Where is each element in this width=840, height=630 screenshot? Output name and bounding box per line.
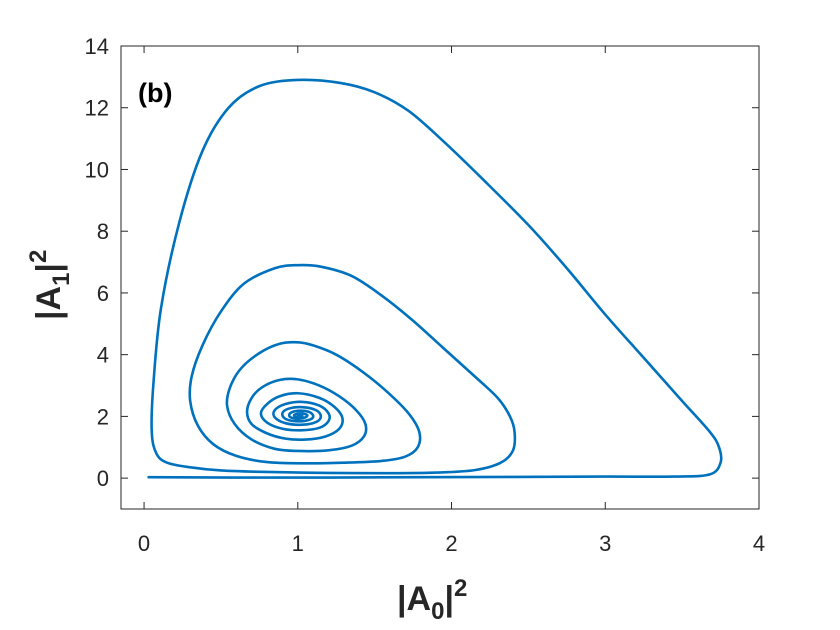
x-tick-label: 2 xyxy=(445,531,457,556)
x-tick-label: 0 xyxy=(138,531,150,556)
trajectory-line xyxy=(147,78,723,479)
y-axis-label: |A1|2 xyxy=(25,250,75,320)
panel-label: (b) xyxy=(138,78,172,108)
y-tick-label: 10 xyxy=(85,157,109,182)
axis-ticks xyxy=(121,45,760,509)
y-tick-label: 14 xyxy=(85,34,109,59)
plot-area-frame xyxy=(120,45,760,510)
x-tick-label: 3 xyxy=(599,531,611,556)
x-axis-label: |A0|2 xyxy=(397,575,467,625)
y-tick-label: 2 xyxy=(97,404,109,429)
x-tick-label: 4 xyxy=(753,531,765,556)
x-tick-label: 1 xyxy=(292,531,304,556)
y-tick-label: 4 xyxy=(97,343,109,368)
y-tick-label: 8 xyxy=(97,219,109,244)
y-tick-label: 6 xyxy=(97,281,109,306)
y-tick-label: 0 xyxy=(97,466,109,491)
y-tick-label: 12 xyxy=(85,96,109,121)
